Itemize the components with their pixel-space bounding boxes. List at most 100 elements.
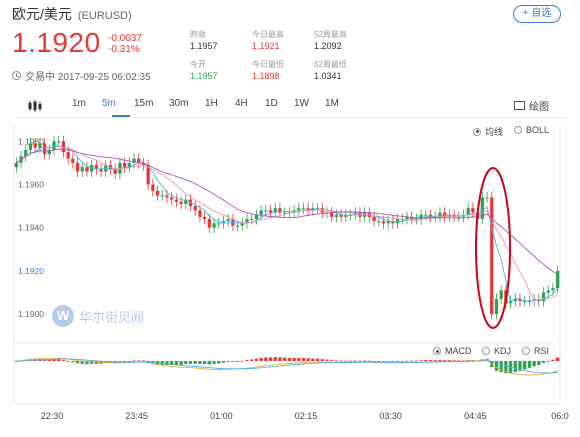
macd-bar xyxy=(268,357,273,361)
overlay-boll-option[interactable]: BOLL xyxy=(514,125,549,135)
candle-body xyxy=(428,214,433,217)
candle-body xyxy=(386,221,390,224)
macd-bar xyxy=(315,358,320,361)
macd-bar xyxy=(52,359,56,361)
tab-15m[interactable]: 15m xyxy=(134,98,154,109)
ma-slow-line xyxy=(16,148,558,275)
candle-body xyxy=(14,162,19,168)
macd-bar xyxy=(424,360,428,361)
candle-body xyxy=(33,143,37,148)
candle-body xyxy=(494,298,499,315)
candles-group xyxy=(14,135,560,320)
tab-30m[interactable]: 30m xyxy=(169,98,189,109)
macd-bar xyxy=(410,360,414,362)
macd-bar xyxy=(551,359,555,361)
macd-bar xyxy=(438,359,442,361)
x-tick-label: 22:30 xyxy=(41,411,64,421)
macd-bar xyxy=(141,360,146,362)
macd-bar xyxy=(90,361,94,364)
candle-body xyxy=(339,214,343,217)
candle-body xyxy=(52,141,56,150)
candle-body xyxy=(42,143,47,155)
candle-body xyxy=(202,216,207,220)
watermark-logo-icon: W xyxy=(52,305,74,327)
add-watchlist-button[interactable]: + 自选 xyxy=(513,5,561,23)
indicator-macd-option[interactable]: MACD xyxy=(433,346,472,356)
y-tick-label: 1.1920 xyxy=(18,266,44,276)
candle-body xyxy=(551,288,555,291)
macd-bar xyxy=(122,361,127,362)
candle-body xyxy=(466,208,470,215)
radio-selected-icon xyxy=(433,347,441,355)
macd-bar xyxy=(264,357,268,361)
candle-body xyxy=(99,169,103,172)
macd-bar xyxy=(330,360,334,361)
candle-body xyxy=(377,221,381,223)
tab-1w[interactable]: 1W xyxy=(294,98,309,109)
kdj-label: KDJ xyxy=(494,346,512,356)
candle-body xyxy=(273,208,277,213)
draw-button[interactable]: 绘图 xyxy=(514,98,549,113)
macd-bar xyxy=(372,361,376,362)
indicator-rsi-option[interactable]: RSI xyxy=(522,346,549,356)
macd-bar xyxy=(344,360,348,362)
macd-bar xyxy=(348,360,353,362)
macd-bar xyxy=(546,361,550,362)
clock-icon xyxy=(12,71,21,80)
candle-body xyxy=(443,212,447,217)
macd-bar xyxy=(555,357,560,361)
candle-body xyxy=(179,201,183,204)
macd-bar xyxy=(391,361,395,362)
y-tick-label: 1.1960 xyxy=(18,179,44,189)
instrument-symbol: (EURUSD) xyxy=(77,10,132,22)
status-text: 交易中 2017-09-25 06:02:35 xyxy=(25,72,151,83)
macd-bar xyxy=(447,360,452,361)
macd-bar xyxy=(245,360,249,361)
tab-1m[interactable]: 1m xyxy=(72,98,86,109)
macd-bar xyxy=(282,357,287,361)
candlestick-icon[interactable] xyxy=(28,100,42,112)
stat-prev-close: 1.1957 xyxy=(190,41,218,51)
annotation-ellipse xyxy=(475,167,511,329)
macd-dif-line xyxy=(16,357,558,376)
y-tick-label: 1.1940 xyxy=(18,223,44,233)
candle-body xyxy=(141,162,146,166)
macd-bar xyxy=(400,361,404,362)
tab-5m[interactable]: 5m xyxy=(102,98,116,109)
candle-body xyxy=(66,152,70,159)
instrument-title: 欧元/美元 (EURUSD) xyxy=(12,4,132,24)
x-tick-label: 03:30 xyxy=(379,411,402,421)
tab-1mo[interactable]: 1M xyxy=(325,98,339,109)
candle-body xyxy=(344,214,348,217)
candle-body xyxy=(301,208,306,210)
tab-1h[interactable]: 1H xyxy=(205,98,218,109)
macd-bar xyxy=(386,361,390,362)
candle-body xyxy=(170,197,174,200)
candle-body xyxy=(523,301,527,303)
candle-body xyxy=(334,214,339,217)
tab-4h[interactable]: 4H xyxy=(235,98,248,109)
candle-body xyxy=(61,141,66,153)
macd-bar xyxy=(170,361,174,366)
candle-body xyxy=(226,219,230,222)
candle-body xyxy=(330,212,334,217)
macd-bar xyxy=(137,360,141,362)
indicator-kdj-option[interactable]: KDJ xyxy=(482,346,511,356)
candle-body xyxy=(24,149,28,157)
macd-bar xyxy=(80,361,84,364)
macd-bar xyxy=(353,360,357,362)
watermark: W 华尔街见闻 xyxy=(52,305,144,327)
candle-body xyxy=(127,162,131,168)
last-price: 1.1920 xyxy=(12,27,101,58)
radio-icon xyxy=(522,347,530,355)
x-tick-label: 06:0 xyxy=(551,411,569,421)
macd-bar xyxy=(254,358,259,361)
candle-body xyxy=(555,270,560,289)
macd-bar xyxy=(47,359,51,361)
macd-bar xyxy=(221,361,226,363)
candle-body xyxy=(414,219,419,221)
tab-1d[interactable]: 1D xyxy=(265,98,278,109)
y-tick-label: 1.1980 xyxy=(18,136,44,146)
overlay-ma-option[interactable]: 均线 xyxy=(473,125,503,138)
